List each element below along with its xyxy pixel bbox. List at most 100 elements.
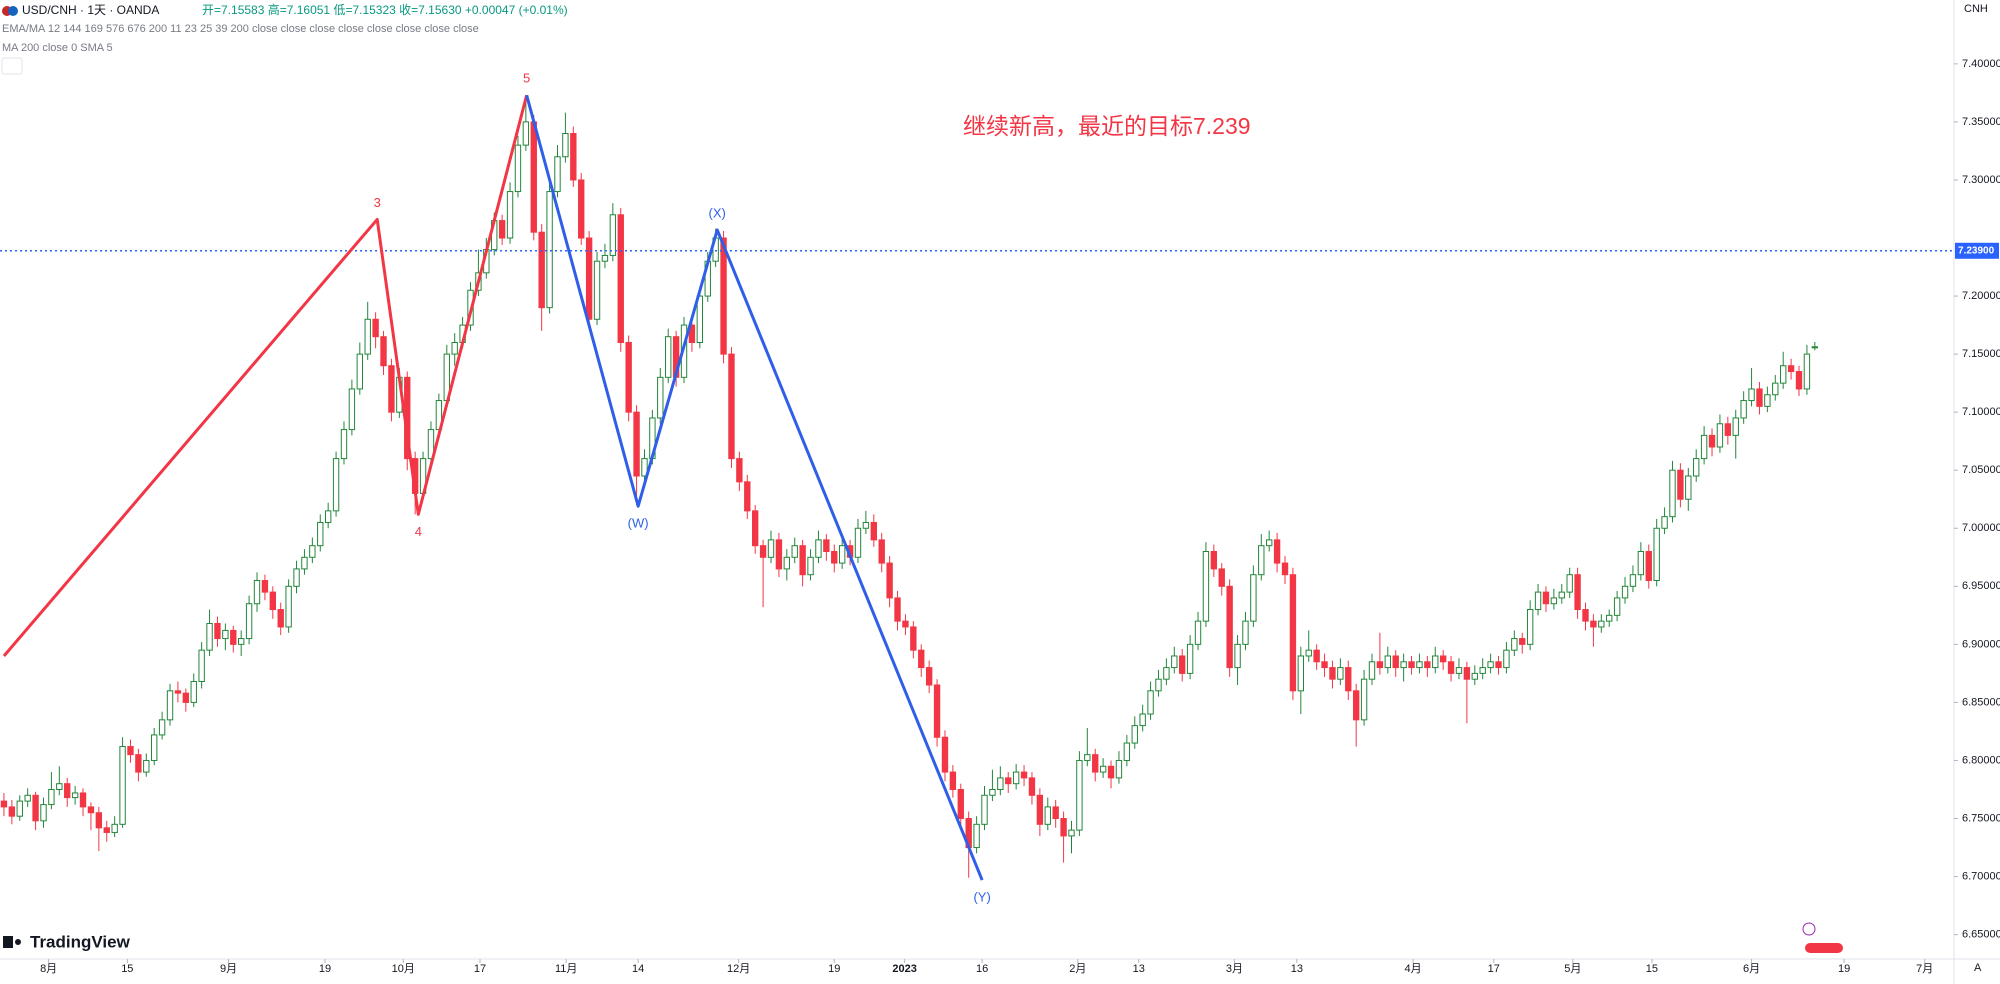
candle-body [554, 156, 561, 193]
candle-body [1795, 371, 1803, 390]
indicator-legend[interactable]: MA 200 close 0 SMA 5 [2, 42, 113, 54]
candle-body [1416, 661, 1423, 669]
candle-body [933, 684, 941, 738]
event-icon[interactable] [1802, 922, 1816, 936]
y-tick-label: 6.65000 [1962, 929, 2000, 941]
wave-line [2, 94, 529, 657]
candle-body [973, 823, 980, 849]
x-tick-label: 15 [121, 963, 133, 975]
y-tick-label: 6.85000 [1962, 696, 2000, 708]
candle-body [783, 556, 791, 570]
candle-body [902, 620, 909, 628]
x-tick-label: 3月 [1226, 963, 1243, 975]
x-tick-label: 6月 [1743, 963, 1760, 975]
x-tick-label: 9月 [220, 963, 237, 975]
candle-body [1550, 597, 1558, 605]
candle-body [506, 191, 514, 239]
candle-body [324, 510, 332, 523]
candle-body [8, 806, 16, 817]
y-tick-label: 7.20000 [1962, 290, 2000, 302]
candle-body [222, 629, 229, 640]
candle-body [617, 214, 624, 343]
candle-body [1131, 725, 1138, 744]
candle-body [87, 806, 95, 814]
candle-body [1297, 655, 1305, 692]
candle-body [1163, 667, 1170, 680]
candle-body [1321, 661, 1328, 669]
logo-mark [15, 939, 21, 945]
wave-label: (Y) [973, 889, 990, 904]
auto-scale[interactable]: A [1974, 962, 1982, 974]
x-tick-label: 17 [474, 963, 486, 975]
candle-body [1273, 539, 1281, 564]
currency-label: CNH [1964, 3, 1988, 15]
candle-body [198, 649, 205, 683]
candle-body [1653, 527, 1660, 582]
candle-body [1289, 574, 1297, 692]
candle-body [1613, 597, 1621, 616]
candle-body [380, 336, 387, 367]
candle-body [1487, 661, 1494, 669]
ohlc-quote: 开=7.15583 高=7.16051 低=7.15323 收=7.15630 … [202, 2, 568, 17]
x-tick-label: 19 [828, 963, 840, 975]
candle-body [870, 521, 877, 541]
candle-body [1424, 661, 1431, 669]
candle-body [332, 458, 340, 512]
candle-body [1693, 458, 1700, 477]
candle-body [1313, 649, 1320, 663]
candle-body [1511, 638, 1518, 651]
collapse-button[interactable] [1, 57, 23, 75]
wave-label: (W) [628, 516, 649, 531]
candle-body [1250, 574, 1257, 622]
candle-body [1590, 620, 1597, 628]
y-tick-label: 7.40000 [1962, 58, 2000, 70]
candle-body [894, 597, 901, 622]
candle-body [1400, 661, 1407, 669]
candle-body [736, 458, 743, 483]
x-tick-label: 11月 [555, 963, 577, 975]
candle-body [214, 622, 221, 640]
candle-body [1036, 794, 1044, 825]
candle-body [237, 638, 245, 645]
candle-body [364, 318, 371, 355]
candle-body [340, 429, 348, 460]
y-tick-label: 6.80000 [1962, 754, 2000, 766]
candle-body [1803, 353, 1811, 390]
candle-body [1542, 591, 1550, 605]
candle-body [119, 746, 126, 825]
candle-body [1226, 585, 1233, 669]
candle-body [1360, 678, 1368, 721]
candle-body [791, 545, 798, 558]
candle-body [95, 812, 103, 829]
candle-body [1155, 678, 1162, 692]
x-tick-label: 19 [1838, 963, 1850, 975]
x-tick-label: 13 [1133, 963, 1145, 975]
candle-body [1772, 382, 1779, 396]
candle-body [1329, 667, 1336, 680]
candle-body [593, 260, 601, 320]
candle-body [1368, 661, 1376, 680]
event-icon[interactable] [1805, 943, 1843, 953]
candle-body [1732, 417, 1739, 436]
candle-body [1621, 585, 1629, 599]
candle-body [641, 458, 648, 477]
x-tick-label: 2月 [1069, 963, 1086, 975]
candle-body [838, 545, 846, 564]
candle-body [1645, 550, 1652, 582]
candle-body [720, 237, 727, 355]
candle-body [609, 214, 617, 256]
x-tick-label: 15 [1646, 963, 1658, 975]
candle-body [1566, 574, 1573, 593]
candle-body [64, 783, 71, 799]
candle-body [1582, 609, 1589, 622]
candle-body [1052, 806, 1059, 820]
indicator-legend[interactable]: EMA/MA 12 144 169 576 676 200 11 23 25 3… [2, 23, 479, 35]
candle-body [1700, 434, 1708, 460]
candle-body [190, 681, 197, 703]
candle-body [625, 342, 632, 413]
x-tick-label: 16 [976, 963, 988, 975]
candle-body [166, 690, 174, 721]
candle-body [1076, 759, 1083, 831]
candle-body [1194, 620, 1202, 645]
